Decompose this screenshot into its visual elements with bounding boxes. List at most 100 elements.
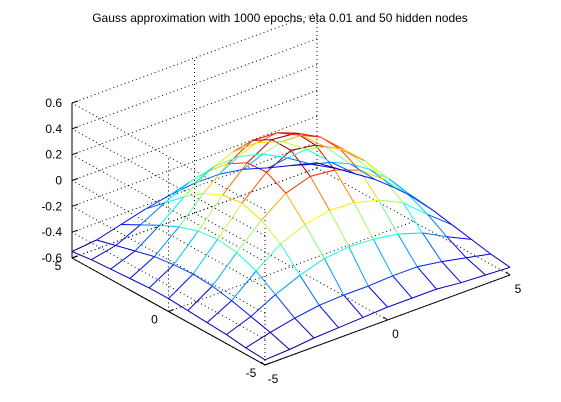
mesh-segment-x <box>289 337 315 350</box>
y-tick-mark <box>168 309 174 312</box>
mesh-segment-y <box>145 202 165 210</box>
mesh-segment-x <box>245 331 271 349</box>
mesh-segment-x <box>213 156 239 168</box>
mesh-segment-y <box>294 317 315 339</box>
mesh-segment-y <box>432 209 453 226</box>
mesh-segment-y <box>187 310 208 324</box>
mesh-segment-x <box>290 144 316 151</box>
mesh-segment-x <box>238 153 263 158</box>
mesh-segment-y <box>358 169 380 201</box>
mesh-segment-x <box>197 194 224 232</box>
mesh-segment-x <box>441 257 467 263</box>
mesh-segment-y <box>275 294 296 319</box>
mesh-segment-y <box>231 300 252 317</box>
mesh-segment-x <box>446 236 472 240</box>
x-tick-label: -5 <box>268 372 279 386</box>
mesh-segment-x <box>350 163 376 180</box>
mesh-segment-x <box>338 316 364 329</box>
mesh-segment-y <box>164 196 185 204</box>
mesh-segment-x <box>299 258 325 276</box>
mesh-segment-x <box>264 349 290 361</box>
z-tick-label: -0.2 <box>41 199 62 213</box>
mesh-segment-x <box>324 246 350 259</box>
mesh-segment-y <box>173 264 194 275</box>
mesh-segment-x <box>260 192 287 221</box>
mesh-segment-x <box>354 199 379 204</box>
mesh-segment-y <box>367 285 388 308</box>
mesh-segment-x <box>364 160 390 180</box>
mesh-segment-x <box>275 274 301 295</box>
mesh-segment-x <box>120 208 146 225</box>
mesh-segment-x <box>427 213 453 226</box>
x-tick-label: 5 <box>515 282 522 296</box>
mesh-segment-y <box>280 243 301 276</box>
x-grid-line-floor <box>316 167 511 276</box>
mesh-segment-x <box>285 175 311 194</box>
mesh-segment-x <box>269 317 295 333</box>
mesh-segment-x <box>362 306 388 318</box>
mesh-segment-y <box>226 334 246 349</box>
y-tick-label: -5 <box>246 366 257 380</box>
y-tick-mark <box>264 362 271 366</box>
mesh-segment-y <box>159 224 179 228</box>
mesh-segment-x <box>402 202 428 215</box>
mesh-segment-y <box>255 270 276 295</box>
mesh-segment-y <box>329 210 350 248</box>
mesh-segment-x <box>330 161 356 175</box>
mesh-segment-y <box>309 176 331 211</box>
mesh-segment-y <box>374 178 395 189</box>
mesh-segment-y <box>311 161 332 165</box>
y-tick-label: 0 <box>151 313 158 327</box>
mesh-segment-y <box>148 287 169 300</box>
mesh-segment-x <box>287 157 312 165</box>
mesh-segment-y <box>169 181 190 196</box>
mesh-segment-x <box>329 202 355 211</box>
mesh-segment-x <box>231 270 257 301</box>
mesh-segment-x <box>243 167 269 170</box>
mesh-segment-y <box>222 194 243 204</box>
mesh-segment-x <box>178 193 204 228</box>
mesh-segment-x <box>348 238 374 248</box>
mesh-segment-x <box>145 194 171 210</box>
y-grid-line-floor <box>168 221 414 312</box>
mesh-segment-x <box>211 252 238 287</box>
mesh-segment-y <box>236 252 257 272</box>
mesh-segment-y <box>194 166 215 184</box>
axes-box <box>71 100 511 366</box>
mesh-segment-y <box>334 169 355 203</box>
mesh-segment-y <box>355 173 376 180</box>
mesh-segment-x <box>159 196 185 226</box>
mesh-segment-x <box>134 224 160 252</box>
mesh-segment-y <box>331 161 351 165</box>
mesh-segment-y <box>243 153 264 170</box>
mesh-segment-y <box>343 294 364 318</box>
mesh-segment-y <box>316 162 337 169</box>
z-grid-line-back <box>71 38 318 130</box>
mesh-segment-x <box>301 134 327 148</box>
mesh-segment-x <box>255 243 281 272</box>
grid-layer <box>71 12 511 366</box>
mesh-segment-x <box>343 285 369 296</box>
mesh-segment-y <box>301 134 321 138</box>
mesh-segment-x <box>460 274 486 284</box>
mesh-segment-x <box>139 202 166 226</box>
mesh-segment-y <box>178 226 199 232</box>
z-grid-line-left <box>71 102 266 211</box>
mesh-segment-y <box>490 253 511 268</box>
x-tick-label: 0 <box>392 327 399 341</box>
mesh-segment-y <box>267 157 288 169</box>
mesh-segment-y <box>285 192 306 225</box>
mesh-segment-x <box>192 239 218 275</box>
mesh-segment-y <box>129 278 150 289</box>
mesh-segment-y <box>427 214 448 238</box>
mesh-segment-x <box>222 162 248 196</box>
mesh-segment-y <box>421 232 443 262</box>
mesh-segment-y <box>218 156 239 175</box>
mesh-segment-x <box>227 140 253 165</box>
mesh-segment-y <box>339 148 360 171</box>
mesh-segment-y <box>304 224 325 259</box>
mesh-segment-y <box>287 148 307 159</box>
x-grid-line-floor <box>194 212 388 321</box>
mesh-segment-x <box>294 304 320 319</box>
mesh-segment-x <box>164 181 190 204</box>
